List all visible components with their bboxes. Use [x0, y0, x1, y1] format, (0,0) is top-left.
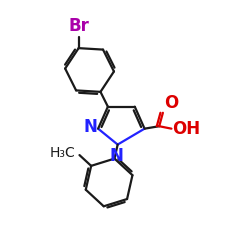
Text: Br: Br [68, 17, 89, 35]
Text: N: N [83, 118, 97, 136]
Text: O: O [164, 94, 178, 112]
Text: OH: OH [172, 120, 201, 138]
Text: N: N [110, 148, 124, 166]
Text: H₃C: H₃C [50, 146, 76, 160]
